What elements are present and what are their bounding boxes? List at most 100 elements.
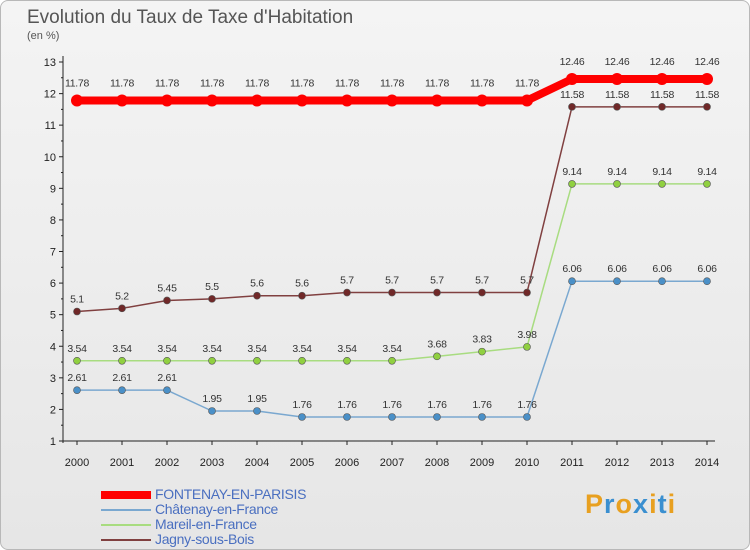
data-point (431, 94, 443, 107)
data-point (703, 180, 711, 188)
data-point (298, 413, 306, 421)
data-point (161, 94, 173, 107)
x-tick-label: 2004 (245, 457, 269, 469)
y-tick-label: 12 (44, 89, 56, 101)
logo-letter: t (657, 489, 668, 519)
data-label: 3.54 (67, 343, 87, 355)
data-point (73, 386, 81, 394)
x-tick-label: 2005 (290, 457, 314, 469)
data-point (611, 73, 623, 86)
data-point (253, 407, 261, 415)
data-label: 9.14 (652, 166, 672, 178)
x-tick-label: 2006 (335, 457, 359, 469)
data-point (208, 356, 216, 365)
data-label: 5.6 (250, 278, 264, 290)
legend-swatch (101, 523, 151, 526)
y-tick-label: 9 (50, 183, 56, 195)
data-point (703, 103, 711, 111)
x-tick-label: 2001 (110, 457, 134, 469)
data-label: 11.58 (695, 89, 719, 101)
legend-item: Châtenay-en-France (101, 502, 306, 517)
data-point (433, 288, 441, 297)
logo-letter: P (585, 489, 605, 519)
legend-item: Jagny-sous-Bois (101, 532, 306, 547)
data-point (386, 94, 398, 107)
y-tick-label: 5 (50, 310, 56, 322)
data-point (163, 356, 171, 365)
data-point (71, 94, 83, 107)
data-point (703, 277, 711, 285)
logo-letter: x (633, 489, 650, 519)
data-label: 5.2 (115, 290, 129, 302)
legend-label: Châtenay-en-France (155, 501, 278, 517)
data-point (388, 356, 396, 365)
data-label: 1.76 (382, 399, 402, 411)
data-point (656, 73, 668, 86)
data-label: 6.06 (562, 263, 582, 275)
data-label: 1.76 (427, 399, 447, 411)
data-label: 11.78 (245, 78, 269, 90)
data-point (118, 386, 126, 394)
x-tick-label: 2012 (605, 457, 629, 469)
data-point (208, 407, 216, 415)
data-point (388, 288, 396, 297)
data-label: 1.76 (472, 399, 492, 411)
x-tick-label: 2009 (470, 457, 494, 469)
data-point (521, 94, 533, 107)
data-label: 11.78 (290, 78, 314, 90)
y-tick-label: 4 (50, 341, 56, 353)
data-label: 5.7 (385, 275, 399, 287)
data-point (476, 94, 488, 107)
legend-swatch (101, 490, 151, 499)
data-point (298, 356, 306, 365)
data-point (523, 343, 531, 351)
data-point (343, 413, 351, 421)
x-tick-label: 2010 (515, 457, 539, 469)
data-point (658, 180, 666, 188)
data-label: 12.46 (695, 56, 720, 68)
y-tick-label: 7 (50, 247, 56, 259)
series-layer (71, 73, 713, 421)
data-label: 1.95 (247, 393, 267, 405)
data-label: 11.78 (425, 78, 449, 90)
data-label: 2.61 (67, 372, 87, 384)
data-label: 2.61 (157, 372, 177, 384)
data-point (523, 413, 531, 421)
data-label: 6.06 (607, 263, 627, 275)
data-point (253, 356, 261, 365)
data-label: 5.7 (475, 275, 489, 287)
data-label: 5.45 (157, 282, 177, 294)
x-tick-label: 2007 (380, 457, 404, 469)
legend-item: FONTENAY-EN-PARISIS (101, 487, 306, 502)
logo-letter: o (615, 489, 634, 519)
data-label: 3.54 (157, 343, 177, 355)
data-label: 6.06 (697, 263, 717, 275)
y-tick-label: 10 (44, 152, 56, 164)
data-point (163, 386, 171, 394)
data-label: 5.7 (520, 275, 534, 287)
x-tick-label: 2013 (650, 457, 674, 469)
data-label: 11.78 (470, 78, 494, 90)
unit-label: (en %) (27, 30, 60, 42)
legend-label: FONTENAY-EN-PARISIS (155, 486, 307, 502)
y-tick-label: 11 (45, 120, 56, 132)
data-point (73, 307, 81, 316)
data-label: 3.83 (472, 334, 492, 346)
data-point (73, 356, 81, 365)
data-point (433, 413, 441, 421)
data-label: 11.78 (200, 78, 224, 90)
data-point (568, 277, 576, 285)
data-point (523, 288, 531, 297)
data-point (568, 103, 576, 111)
data-point (478, 413, 486, 421)
data-label: 3.54 (247, 343, 267, 355)
logo-letter: i (649, 489, 658, 519)
data-point (613, 103, 621, 111)
data-label: 3.54 (202, 343, 222, 355)
x-tick-label: 2002 (155, 457, 179, 469)
data-label: 11.78 (380, 78, 404, 90)
legend-swatch (101, 538, 151, 541)
y-tick-label: 8 (50, 215, 56, 227)
data-point (253, 291, 261, 300)
